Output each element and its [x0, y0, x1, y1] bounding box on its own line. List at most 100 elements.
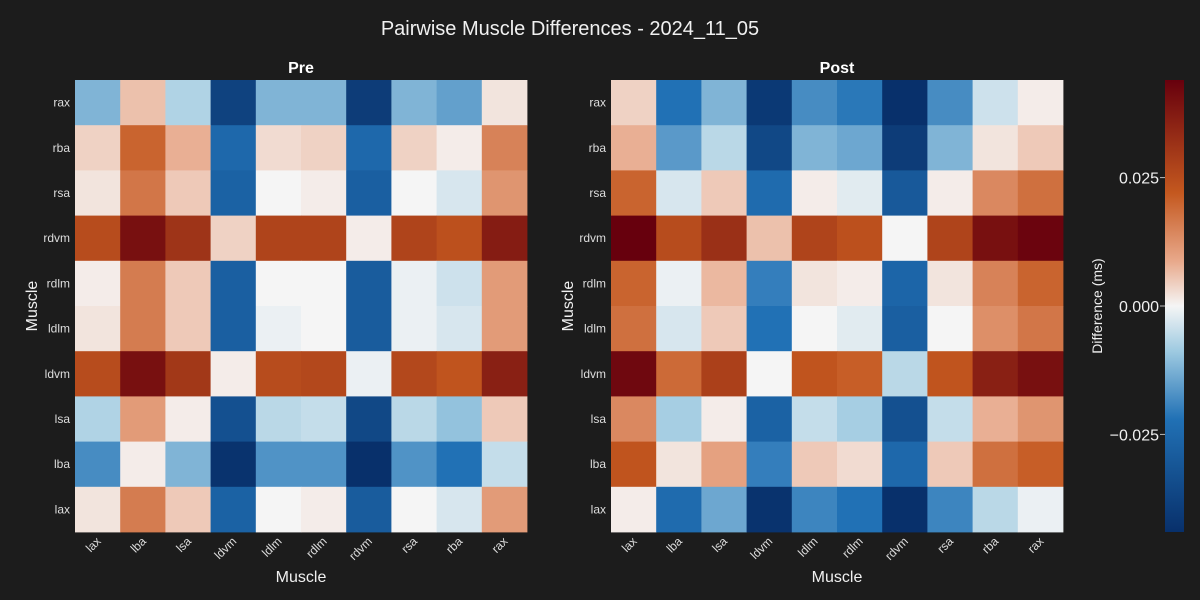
heatmap-cell [75, 215, 121, 262]
x-tick-label: ldvm [212, 534, 240, 562]
y-axis-label-pre: Muscle [24, 281, 41, 332]
heatmap-cell [837, 125, 883, 171]
heatmap-cell [972, 441, 1019, 488]
heatmap-cell [1017, 396, 1064, 442]
heatmap-cell [346, 260, 392, 307]
heatmap-cell [346, 125, 392, 171]
heatmap-cell [882, 441, 928, 488]
heatmap-cell [611, 215, 657, 262]
heatmap-cell [746, 306, 793, 352]
heatmap-cell [656, 486, 702, 533]
heatmap-cell [927, 396, 973, 442]
x-tick-label: ldvm [748, 534, 776, 562]
x-tick-label: lax [83, 534, 104, 555]
heatmap-cell [1017, 80, 1064, 126]
x-tick-label: rba [979, 534, 1001, 556]
heatmap-cell [701, 125, 747, 171]
x-tick-label: lsa [173, 534, 194, 555]
heatmap-cell [656, 215, 702, 262]
heatmap-cell [656, 80, 702, 126]
heatmap-cell [210, 125, 257, 171]
heatmap-cell [391, 215, 437, 262]
heatmap-cell [481, 260, 528, 307]
heatmap-cell [481, 125, 528, 171]
heatmap-cell [481, 215, 528, 262]
heatmap-cell [75, 486, 121, 533]
heatmap-cell [837, 396, 883, 442]
heatmap-cell [837, 215, 883, 262]
heatmap-cell [1017, 351, 1064, 397]
y-tick-label: rdlm [583, 276, 606, 290]
panel-title-post: Post [820, 60, 855, 77]
heatmap-cell [165, 260, 211, 307]
heatmap-cell [611, 486, 657, 533]
chart-title: Pairwise Muscle Differences - 2024_11_05 [381, 18, 759, 40]
heatmap-cell [791, 260, 838, 307]
y-tick-label: ldlm [584, 322, 606, 336]
y-tick-label: lba [590, 457, 606, 471]
y-tick-labels-post: rax rba rsa rdvm rdlm ldlm ldvm lsa lba lax [579, 96, 606, 517]
heatmap-cell [436, 215, 483, 262]
heatmap-cell [391, 170, 437, 216]
heatmap-cell [611, 260, 657, 307]
heatmap-cell [120, 80, 166, 126]
heatmap-cell [346, 306, 392, 352]
heatmap-cell [701, 80, 747, 126]
heatmap-cell [120, 125, 166, 171]
x-tick-labels-post: lax lba lsa ldvm ldlm rdlm rdvm rsa rba rax [619, 534, 1047, 563]
heatmap-cell [972, 125, 1019, 171]
y-tick-label: rsa [53, 186, 70, 200]
heatmap-cell [301, 396, 347, 442]
heatmap-cell [791, 306, 838, 352]
heatmap-cell [972, 80, 1019, 126]
heatmap-cell [837, 80, 883, 126]
y-tick-label: ldvm [45, 367, 70, 381]
y-tick-label: lsa [55, 412, 71, 426]
heatmap-cell [165, 486, 211, 533]
heatmap-cell [746, 80, 793, 126]
heatmap-cell [481, 396, 528, 442]
heatmap-cell [1017, 125, 1064, 171]
heatmap-cell [165, 125, 211, 171]
heatmap-cell [746, 441, 793, 488]
x-tick-label: lba [664, 534, 685, 555]
y-axis-label-post: Muscle [560, 281, 577, 332]
heatmap-cell [746, 215, 793, 262]
y-tick-label: rax [53, 96, 70, 110]
heatmap-cell [436, 351, 483, 397]
heatmap-cell [701, 260, 747, 307]
heatmap-cell [391, 260, 437, 307]
heatmap-cell [120, 486, 166, 533]
y-tick-label: rax [589, 96, 606, 110]
heatmap-cell [972, 170, 1019, 216]
heatmap-cell [75, 170, 121, 216]
heatmap-cell [882, 306, 928, 352]
heatmap-cell [75, 441, 121, 488]
heatmap-cell [656, 170, 702, 216]
heatmap-cell [791, 351, 838, 397]
heatmap-cell [120, 396, 166, 442]
heatmap-cell [656, 396, 702, 442]
heatmap-cell [927, 486, 973, 533]
heatmap-cell [701, 215, 747, 262]
heatmap-cell [210, 215, 257, 262]
y-tick-label: ldvm [581, 367, 606, 381]
heatmap-cell [346, 215, 392, 262]
colorbar-gradient [1165, 80, 1184, 532]
y-tick-label: lax [591, 502, 606, 516]
x-tick-label: rax [1025, 534, 1047, 556]
heatmap-cell [75, 260, 121, 307]
heatmap-cell [701, 306, 747, 352]
x-tick-label: ldlm [795, 534, 820, 559]
heatmap-cell [436, 170, 483, 216]
heatmap-cell [882, 396, 928, 442]
heatmap-cell [972, 215, 1019, 262]
heatmap-cell [120, 306, 166, 352]
heatmap-cell [611, 396, 657, 442]
y-tick-label: rdvm [43, 231, 70, 245]
x-tick-label: rdvm [882, 534, 911, 563]
heatmap-cell [656, 260, 702, 307]
heatmap-cell [611, 306, 657, 352]
heatmap-cell [120, 170, 166, 216]
